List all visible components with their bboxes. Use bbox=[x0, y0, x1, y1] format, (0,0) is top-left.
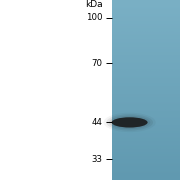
Ellipse shape bbox=[109, 116, 150, 129]
Text: 70: 70 bbox=[92, 59, 103, 68]
Text: 100: 100 bbox=[86, 13, 103, 22]
Ellipse shape bbox=[112, 117, 148, 127]
Text: 44: 44 bbox=[92, 118, 103, 127]
Text: 33: 33 bbox=[92, 155, 103, 164]
Ellipse shape bbox=[112, 117, 148, 127]
Ellipse shape bbox=[106, 114, 153, 130]
Text: kDa: kDa bbox=[85, 0, 103, 9]
